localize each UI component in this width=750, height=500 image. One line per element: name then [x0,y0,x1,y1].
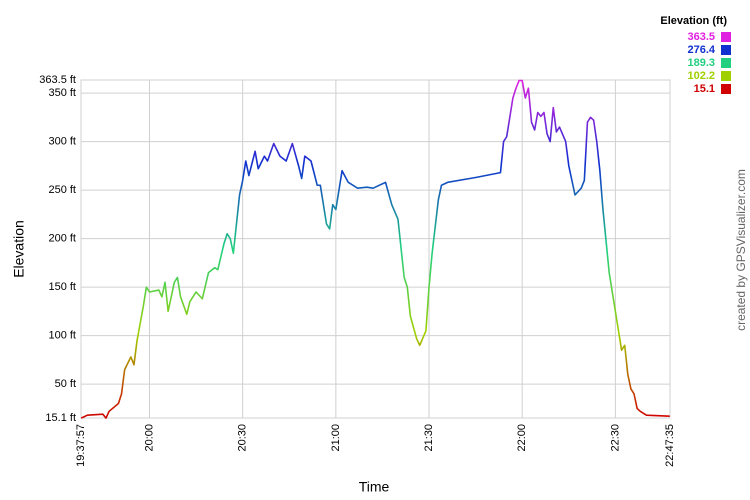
elevation-line [80,79,670,419]
legend-label: 363.5 [687,31,715,43]
y-axis-label: Elevation [11,220,27,278]
legend-label: 276.4 [687,44,715,56]
legend-swatch [721,84,731,94]
x-tick-label: 22:00 [516,424,528,452]
y-tick-label: 350 ft [48,87,76,99]
y-tick-label: 150 ft [48,281,76,293]
x-tick-label: 21:30 [423,424,435,452]
legend-label: 189.3 [687,57,715,69]
x-tick-label: 22:30 [609,424,621,452]
x-tick-label: 21:00 [330,424,342,452]
y-tick-label: 50 ft [55,378,76,390]
legend-label: 102.2 [687,70,715,82]
y-tick-label: 363.5 ft [39,74,76,86]
x-axis-label: Time [359,479,390,495]
y-tick-label: 100 ft [48,330,76,342]
y-tick-label: 15.1 ft [45,412,76,424]
plot-area [80,79,671,419]
x-tick-label: 19:37:57 [75,424,87,467]
y-tick-label: 250 ft [48,184,76,196]
x-tick-label: 20:00 [143,424,155,452]
legend-swatch [721,58,731,68]
legend-swatch [721,32,731,42]
x-tick-label: 22:47:35 [664,424,676,467]
legend-label: 15.1 [694,83,715,95]
y-tick-label: 300 ft [48,136,76,148]
credit: created by GPSVisualizer.com [734,169,748,331]
x-tick-label: 20:30 [237,424,249,452]
legend-title: Elevation (ft) [660,15,727,27]
legend-swatch [721,71,731,81]
legend-swatch [721,45,731,55]
y-tick-label: 200 ft [48,233,76,245]
